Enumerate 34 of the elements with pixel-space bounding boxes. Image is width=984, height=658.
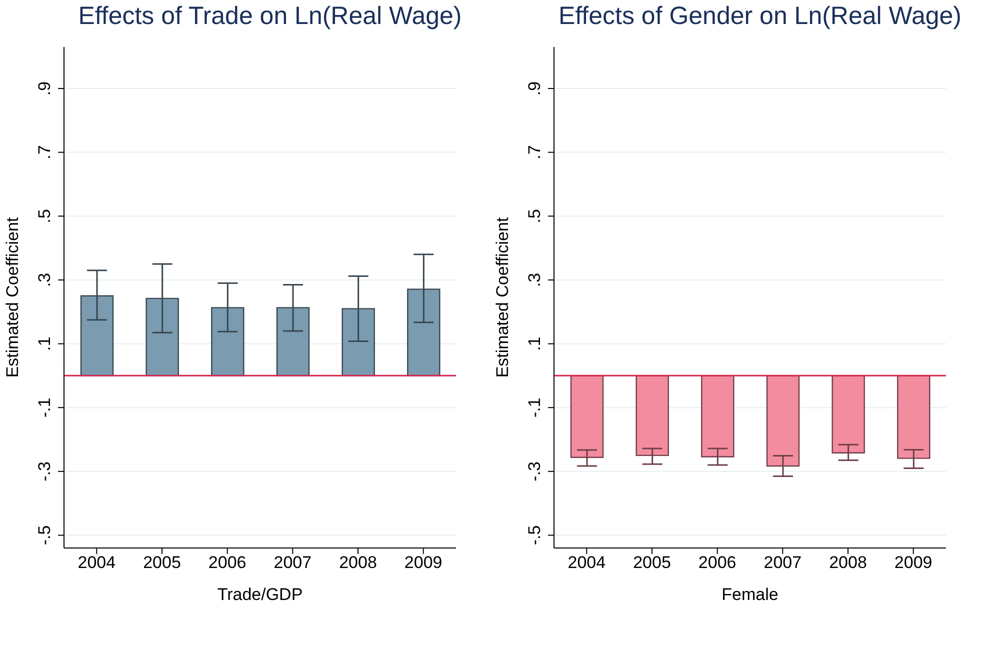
x-tick-label: 2006 (698, 553, 736, 572)
y-tick-label: .3 (525, 272, 544, 288)
x-tick-label: 2009 (404, 553, 442, 572)
y-tick-label: -.3 (35, 461, 54, 482)
y-tick-label: .3 (35, 272, 54, 288)
y-axis-title: Estimated Coefficient (3, 217, 22, 378)
y-tick-label: .1 (35, 336, 54, 351)
x-tick-label: 2005 (633, 553, 671, 572)
y-tick-label: -.1 (35, 398, 54, 418)
y-tick-label: .7 (525, 145, 544, 160)
y-tick-label: .7 (35, 145, 54, 160)
x-tick-label: 2006 (208, 553, 246, 572)
x-tick-label: 2007 (764, 553, 802, 572)
x-tick-label: 2007 (274, 553, 312, 572)
x-tick-label: 2004 (78, 553, 116, 572)
x-tick-label: 2008 (829, 553, 867, 572)
y-tick-label: -.5 (525, 525, 544, 546)
x-tick-label: 2004 (568, 553, 606, 572)
chart-title: Effects of Trade on Ln(Real Wage) (77, 2, 463, 31)
y-tick-label: .5 (525, 209, 544, 224)
x-tick-label: 2008 (339, 553, 377, 572)
y-tick-label: -.3 (525, 461, 544, 482)
y-tick-label: .1 (525, 336, 544, 351)
x-tick-label: 2009 (894, 553, 932, 572)
y-tick-label: .5 (35, 209, 54, 224)
y-tick-label: -.5 (35, 525, 54, 546)
y-axis-title: Estimated Coefficient (493, 217, 512, 378)
x-tick-label: 2005 (143, 553, 181, 572)
x-axis-title: Female (722, 585, 778, 604)
y-tick-label: -.1 (525, 398, 544, 418)
chart-title: Effects of Gender on Ln(Real Wage) (558, 2, 962, 31)
y-tick-label: .9 (35, 81, 54, 96)
x-axis-title: Trade/GDP (217, 585, 303, 604)
y-tick-label: .9 (525, 81, 544, 96)
